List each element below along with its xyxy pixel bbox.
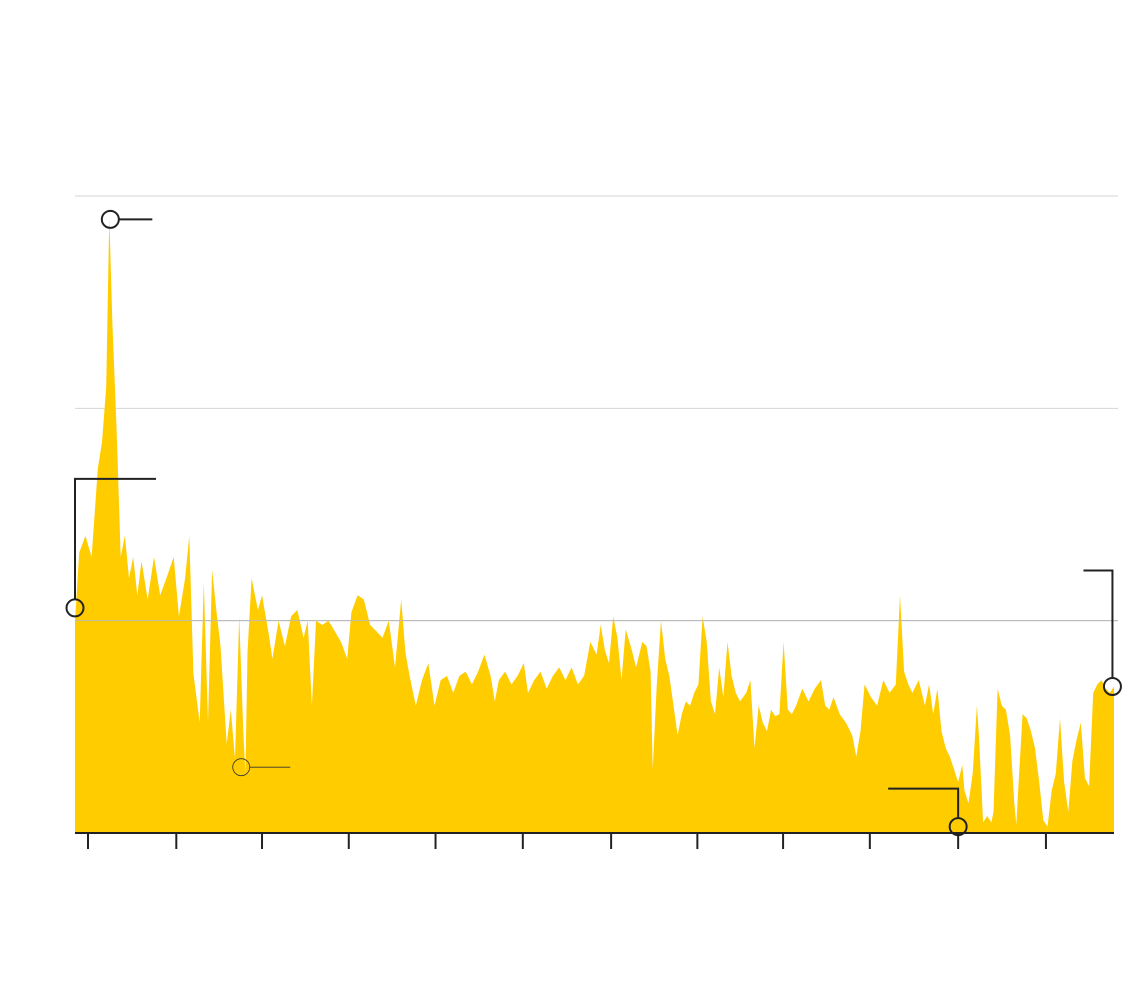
area-series: [75, 217, 1118, 833]
annotation-leader-latest: [1083, 569, 1114, 678]
annotations: [65, 209, 1122, 837]
annotation-leader-start: [74, 477, 156, 600]
annotation-marker-dip: [232, 758, 251, 777]
annotation-leader-low: [888, 787, 960, 819]
annotation-marker-low: [948, 817, 968, 837]
annotation-marker-latest: [1102, 676, 1122, 696]
area-fill: [75, 217, 1114, 833]
gridlines: [75, 195, 1118, 622]
x-axis: [75, 832, 1114, 849]
annotation-marker-start: [65, 598, 85, 618]
annotation-marker-peak: [100, 209, 120, 229]
